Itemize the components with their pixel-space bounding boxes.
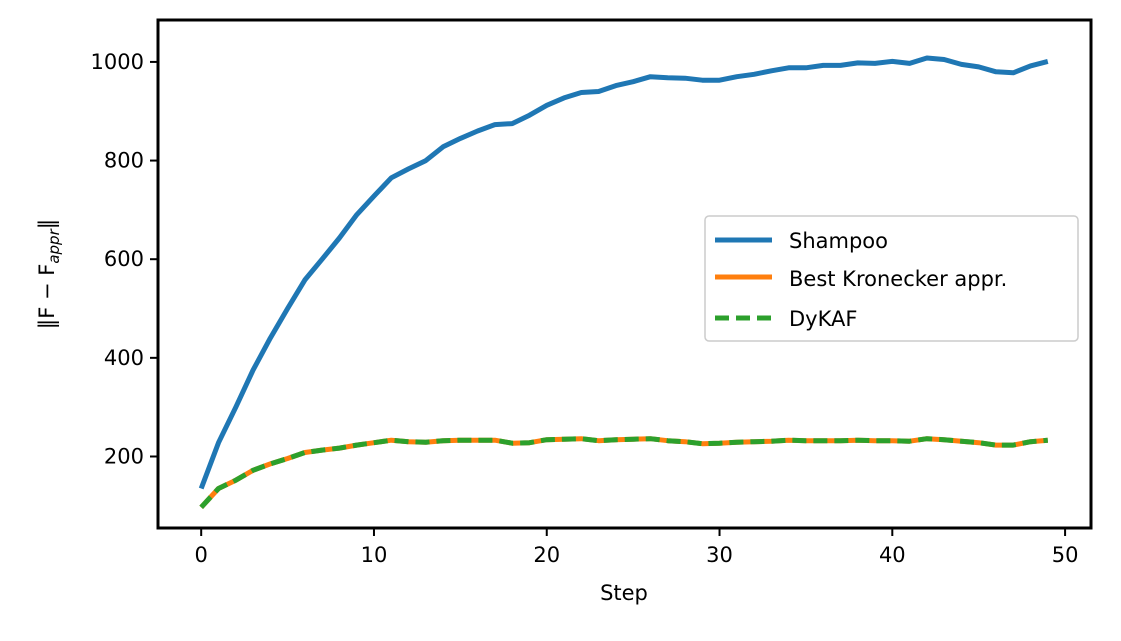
series-line-best-kronecker-appr — [199, 436, 1049, 509]
y-tick-label: 800 — [104, 149, 144, 173]
x-tick-label: 30 — [706, 543, 733, 567]
legend-label-best-kronecker: Best Kronecker appr. — [789, 267, 1007, 291]
legend: Shampoo Best Kronecker appr. DyKAF — [704, 215, 1079, 342]
x-axis-ticks: 0 10 20 30 40 50 — [195, 528, 1079, 567]
y-tick-label: 200 — [104, 444, 144, 468]
x-tick-label: 0 — [195, 543, 208, 567]
y-tick-label: 1000 — [91, 50, 144, 74]
legend-frame — [704, 215, 1079, 342]
x-axis-label: Step — [600, 581, 648, 605]
y-axis-ticks: 200 400 600 800 1000 — [91, 50, 158, 468]
x-tick-label: 20 — [533, 543, 560, 567]
y-tick-label: 600 — [104, 247, 144, 271]
y-axis-label: ‖F − Fappr‖ — [35, 219, 63, 330]
legend-label-shampoo: Shampoo — [789, 229, 888, 253]
y-axis-label-subscript: appr — [45, 228, 63, 263]
legend-label-dykaf: DyKAF — [789, 307, 857, 331]
series-line-dykaf — [199, 436, 1049, 509]
plot-frame — [156, 18, 1093, 530]
plot-lines — [198, 55, 1049, 509]
x-tick-label: 50 — [1052, 543, 1079, 567]
x-tick-label: 40 — [879, 543, 906, 567]
y-axis-label-end: ‖ — [35, 219, 60, 230]
x-tick-label: 10 — [361, 543, 388, 567]
y-axis-label-main: ‖F − F — [35, 264, 60, 330]
series-line-shampoo — [198, 55, 1049, 490]
y-tick-label: 400 — [104, 346, 144, 370]
